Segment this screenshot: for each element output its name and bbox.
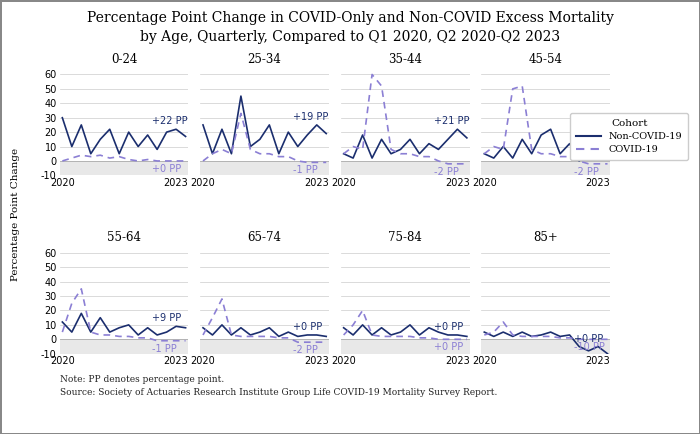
- Text: -1 PP: -1 PP: [293, 165, 318, 175]
- Title: 65-74: 65-74: [248, 231, 281, 244]
- Bar: [200, 339, 329, 354]
- Title: 25-34: 25-34: [248, 53, 281, 66]
- Text: +22 PP: +22 PP: [153, 116, 188, 126]
- Text: +21 PP: +21 PP: [434, 116, 469, 126]
- Bar: [60, 339, 188, 354]
- Bar: [60, 161, 188, 175]
- Title: 45-54: 45-54: [529, 53, 563, 66]
- Text: +19 PP: +19 PP: [574, 116, 610, 126]
- Title: 35-44: 35-44: [389, 53, 422, 66]
- Bar: [200, 161, 329, 175]
- Text: +0 PP: +0 PP: [434, 342, 463, 352]
- Text: Note: PP denotes percentage point.
Source: Society of Actuaries Research Institu: Note: PP denotes percentage point. Sourc…: [60, 375, 497, 397]
- Text: -1 PP: -1 PP: [153, 344, 177, 354]
- Bar: [482, 161, 610, 175]
- Text: +9 PP: +9 PP: [153, 313, 181, 323]
- Title: 0-24: 0-24: [111, 53, 137, 66]
- Text: -2 PP: -2 PP: [574, 167, 599, 177]
- Bar: [341, 339, 470, 354]
- Text: +19 PP: +19 PP: [293, 112, 328, 122]
- Text: Percentage Point Change in COVID-Only and Non-COVID Excess Mortality
by Age, Qua: Percentage Point Change in COVID-Only an…: [87, 11, 613, 44]
- Title: 55-64: 55-64: [107, 231, 141, 244]
- Text: +0 PP: +0 PP: [434, 322, 463, 332]
- Title: 85+: 85+: [533, 231, 559, 244]
- Text: +0 PP: +0 PP: [153, 164, 181, 174]
- Text: -10 PP: -10 PP: [574, 342, 606, 352]
- Text: Percentage Point Change: Percentage Point Change: [10, 148, 20, 281]
- Text: -2 PP: -2 PP: [434, 167, 458, 177]
- Text: -2 PP: -2 PP: [293, 345, 318, 355]
- Title: 75-84: 75-84: [389, 231, 422, 244]
- Text: +0 PP: +0 PP: [574, 334, 603, 344]
- Legend: Non-COVID-19, COVID-19: Non-COVID-19, COVID-19: [570, 113, 688, 160]
- Bar: [482, 339, 610, 354]
- Text: +0 PP: +0 PP: [293, 322, 322, 332]
- Bar: [341, 161, 470, 175]
